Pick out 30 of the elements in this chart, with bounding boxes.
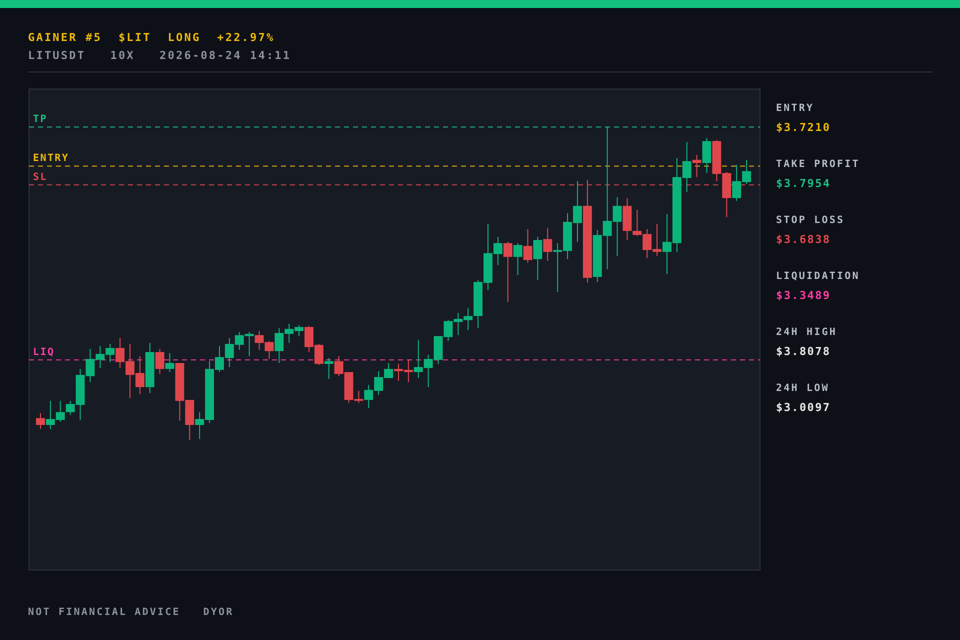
text: 24H LOW — [776, 383, 830, 394]
ref-line-label: TP — [33, 114, 48, 125]
text: $3.0097 — [776, 401, 831, 414]
candlestick — [543, 228, 552, 262]
candlestick — [155, 348, 164, 374]
text: $3.3489 — [776, 289, 831, 302]
chart-title: GAINER #5 $LIT LONG +22.97% — [28, 31, 275, 44]
ref-line-label: ENTRY — [33, 153, 70, 164]
candlestick — [513, 242, 522, 276]
text: LIQUIDATION — [776, 271, 860, 282]
text: STOP LOSS — [776, 215, 845, 226]
text: TAKE PROFIT — [776, 159, 860, 170]
text: $3.8078 — [776, 345, 831, 358]
candlestick — [692, 154, 702, 178]
candlestick — [533, 236, 542, 281]
text: ENTRY — [776, 103, 814, 114]
text: $3.6838 — [776, 233, 831, 246]
text: NOT FINANCIAL ADVICE DYOR — [28, 607, 234, 618]
candlestick — [523, 228, 532, 264]
candlestick — [36, 412, 45, 430]
chart-subtitle: LITUSDT 10X 2026-08-24 14:11 — [28, 49, 292, 62]
candlestick — [165, 352, 174, 373]
text: 24H HIGH — [776, 327, 837, 338]
candlestick — [702, 137, 712, 174]
ref-line-label: LIQ — [33, 346, 55, 358]
text: $3.7954 — [776, 177, 831, 190]
candlestick — [324, 357, 334, 380]
candlestick — [503, 241, 512, 302]
text: $3.7210 — [776, 121, 831, 134]
ref-line-label: SL — [33, 172, 48, 183]
